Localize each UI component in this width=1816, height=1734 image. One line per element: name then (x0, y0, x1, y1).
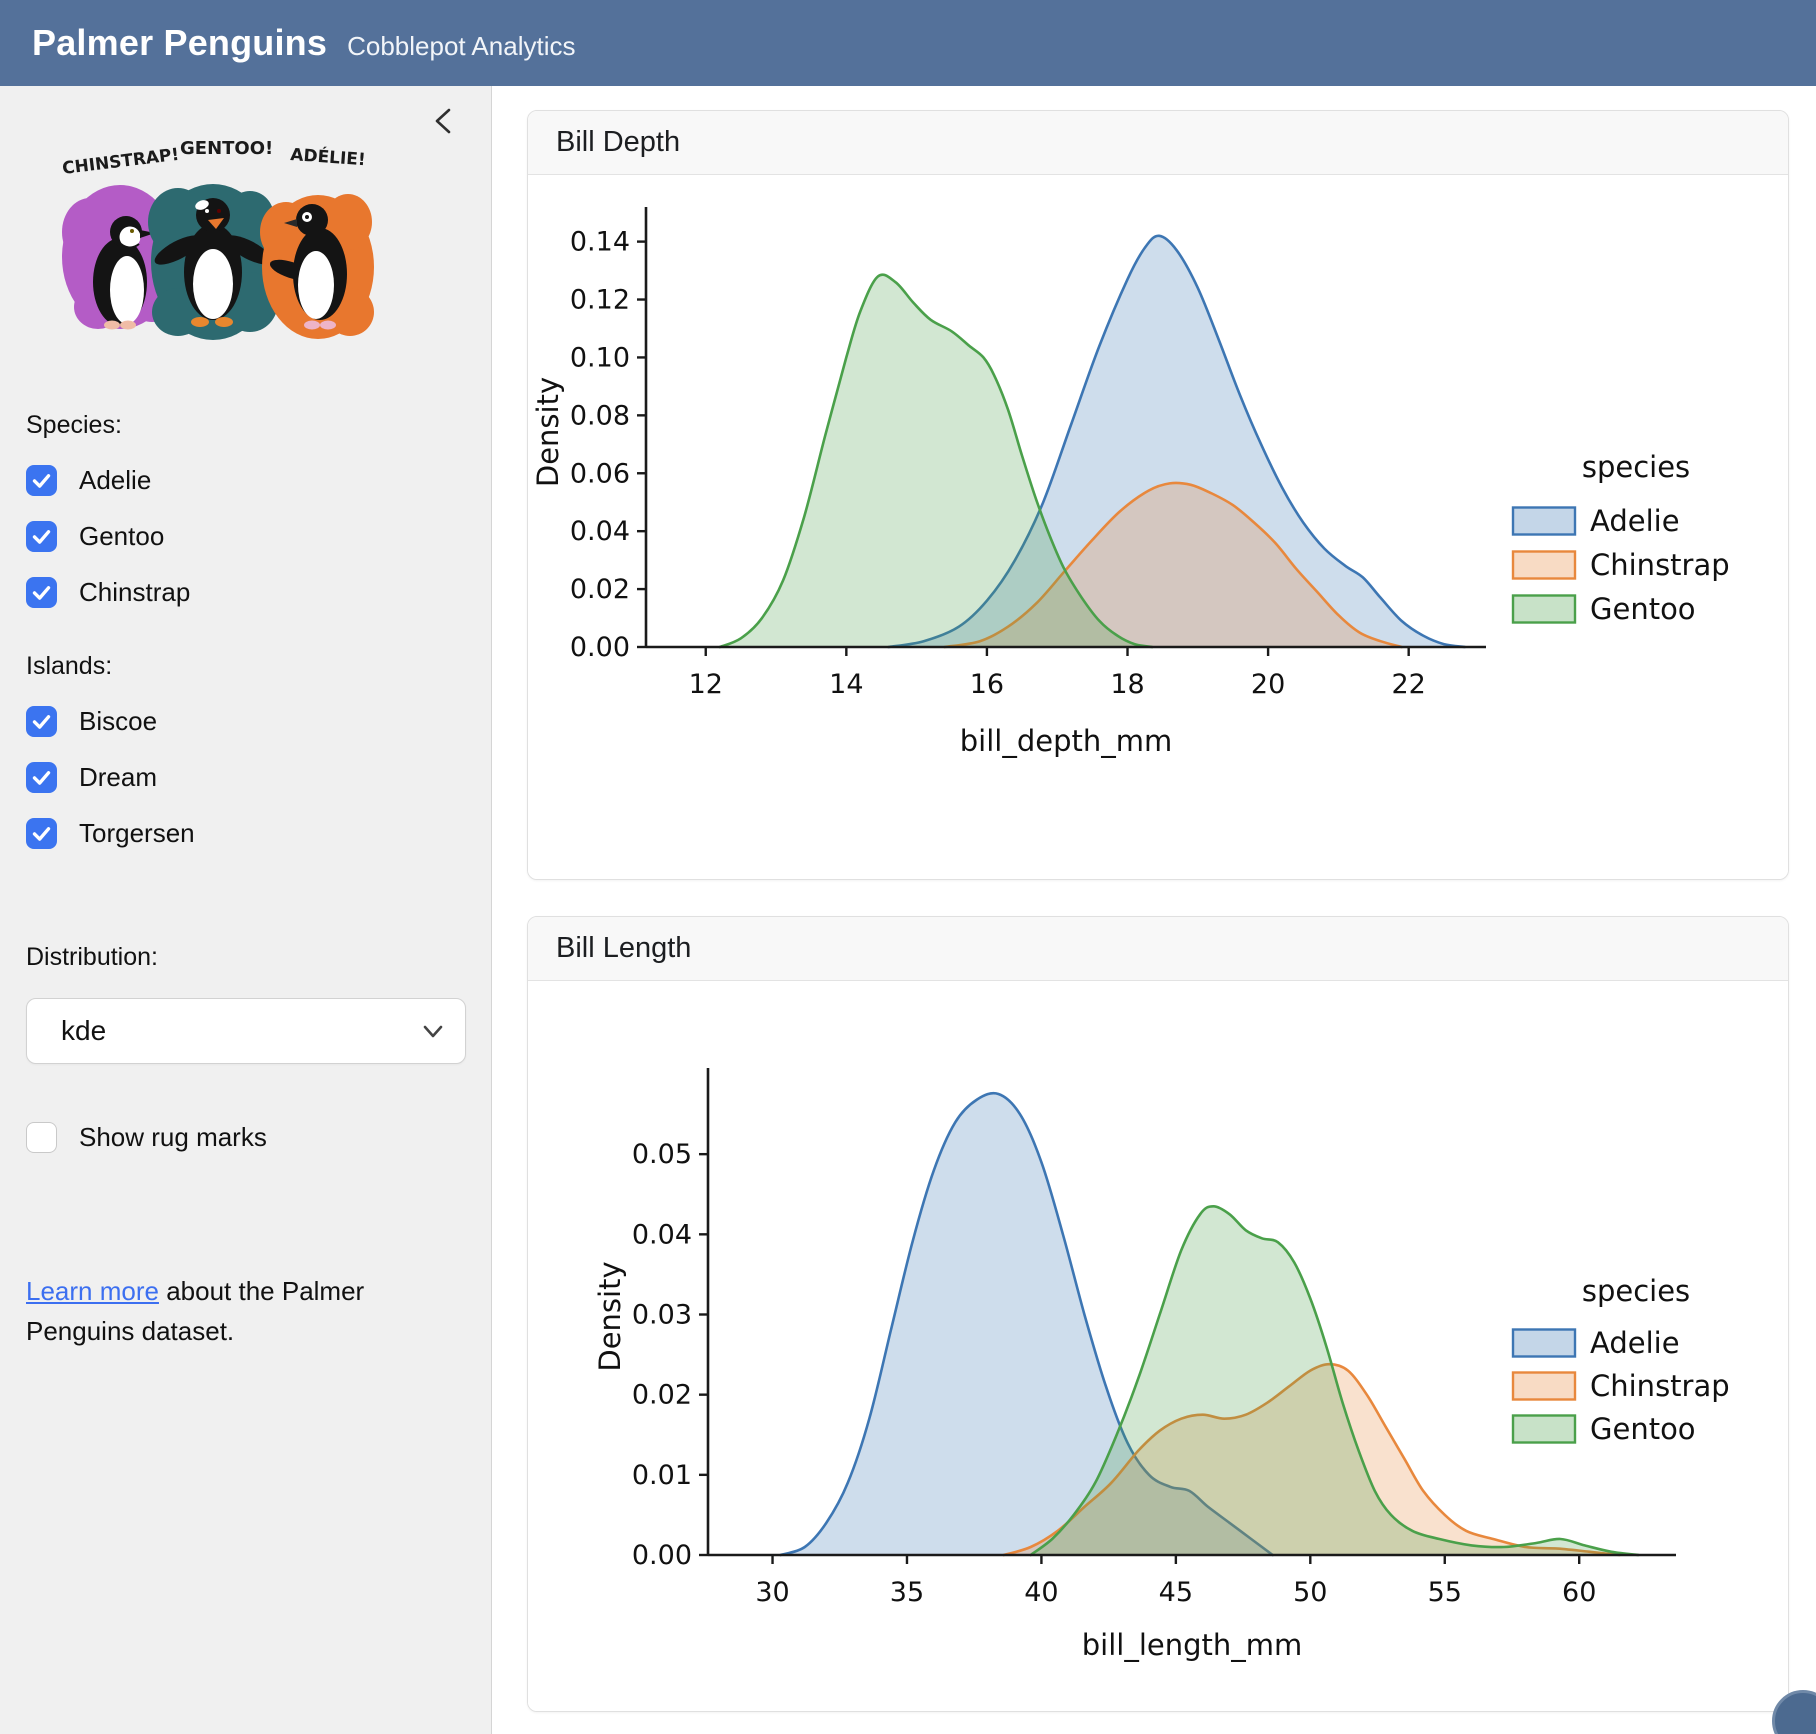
sidebar-collapse-button[interactable] (427, 104, 461, 138)
svg-text:14: 14 (829, 669, 863, 700)
dream-checkbox[interactable] (26, 762, 57, 793)
bill-length-plot: 30 35 40 45 50 55 60 0.00 0.01 0.02 0.03 0.04 0.05 bi… (528, 983, 1788, 1709)
gentoo-checkbox-label: Gentoo (79, 521, 164, 552)
svg-text:16: 16 (970, 669, 1004, 700)
main-content: Bill Depth 12 14 16 18 20 22 0.00 0.02 0.04 0.06 0… (492, 86, 1816, 1734)
chinstrap-checkbox-label: Chinstrap (79, 577, 190, 608)
svg-text:0.00: 0.00 (632, 1540, 692, 1571)
species-option-gentoo[interactable]: Gentoo (26, 521, 465, 552)
species-option-chinstrap[interactable]: Chinstrap (26, 577, 465, 608)
torgersen-checkbox-label: Torgersen (79, 818, 195, 849)
app-title: Palmer Penguins (32, 0, 327, 86)
bill-length-card: Bill Length 30 35 40 45 50 55 60 0.00 0.01 0.02 0.… (527, 916, 1789, 1712)
rug-marks-option[interactable]: Show rug marks (26, 1122, 465, 1153)
check-icon (27, 522, 56, 551)
torgersen-checkbox[interactable] (26, 818, 57, 849)
bill-depth-card: Bill Depth 12 14 16 18 20 22 0.00 0.02 0.04 0.06 0… (527, 110, 1789, 880)
svg-text:0.02: 0.02 (570, 574, 630, 605)
islands-section-label: Islands: (26, 652, 465, 681)
svg-text:35: 35 (890, 1577, 924, 1608)
app-subtitle: Cobblepot Analytics (347, 31, 575, 62)
bill-depth-card-header: Bill Depth (528, 111, 1788, 175)
chevron-left-icon (427, 104, 461, 138)
svg-text:55: 55 (1428, 1577, 1462, 1608)
svg-text:30: 30 (755, 1577, 789, 1608)
biscoe-checkbox-label: Biscoe (79, 706, 157, 737)
svg-text:Adelie: Adelie (1590, 504, 1680, 538)
svg-text:species: species (1582, 1274, 1690, 1308)
learn-more-link[interactable]: Learn more (26, 1276, 159, 1306)
svg-text:20: 20 (1251, 669, 1285, 700)
distribution-label: Distribution: (26, 943, 465, 972)
svg-text:0.02: 0.02 (632, 1380, 692, 1411)
svg-text:12: 12 (689, 669, 723, 700)
svg-text:45: 45 (1159, 1577, 1193, 1608)
rug-marks-checkbox[interactable] (26, 1122, 57, 1153)
svg-text:0.00: 0.00 (570, 632, 630, 663)
svg-text:Gentoo: Gentoo (1590, 1412, 1696, 1446)
bill-depth-plot: 12 14 16 18 20 22 0.00 0.02 0.04 0.06 0.08 0.10 0.12… (528, 177, 1788, 877)
svg-text:0.01: 0.01 (632, 1460, 692, 1491)
bill-length-card-body: 30 35 40 45 50 55 60 0.00 0.01 0.02 0.03 0.04 0.05 bi… (528, 981, 1788, 1711)
gentoo-checkbox[interactable] (26, 521, 57, 552)
chinstrap-checkbox[interactable] (26, 577, 57, 608)
svg-text:18: 18 (1110, 669, 1144, 700)
svg-text:0.08: 0.08 (570, 400, 630, 431)
species-section-label: Species: (26, 411, 465, 440)
check-icon (27, 707, 56, 736)
dream-checkbox-label: Dream (79, 762, 157, 793)
species-option-adelie[interactable]: Adelie (26, 465, 465, 496)
svg-text:40: 40 (1024, 1577, 1058, 1608)
learn-more-paragraph: Learn more about the Palmer Penguins dat… (26, 1271, 386, 1352)
svg-text:species: species (1582, 450, 1690, 484)
check-icon (27, 763, 56, 792)
island-option-torgersen[interactable]: Torgersen (26, 818, 465, 849)
svg-text:Gentoo: Gentoo (1590, 592, 1696, 626)
svg-text:0.04: 0.04 (632, 1219, 692, 1250)
svg-text:0.14: 0.14 (570, 227, 630, 258)
svg-text:0.05: 0.05 (632, 1139, 692, 1170)
rug-marks-label: Show rug marks (79, 1122, 267, 1153)
svg-text:50: 50 (1293, 1577, 1327, 1608)
adelie-penguin-illustration: ADÉLIE! (260, 143, 374, 339)
svg-text:0.06: 0.06 (570, 458, 630, 489)
adelie-label: ADÉLIE! (290, 143, 367, 170)
chinstrap-label: CHINSTRAP! (61, 145, 180, 179)
svg-text:60: 60 (1562, 1577, 1596, 1608)
gentoo-label: GENTOO! (180, 138, 273, 159)
svg-text:Chinstrap: Chinstrap (1590, 1369, 1730, 1403)
adelie-checkbox-label: Adelie (79, 465, 151, 496)
penguins-artwork-image: CHINSTRAP! (28, 122, 398, 362)
svg-text:Adelie: Adelie (1590, 1326, 1680, 1360)
svg-text:0.10: 0.10 (570, 342, 630, 373)
distribution-select[interactable]: kde (26, 998, 466, 1064)
check-icon (27, 819, 56, 848)
gentoo-penguin-illustration: GENTOO! (148, 138, 278, 340)
adelie-checkbox[interactable] (26, 465, 57, 496)
svg-text:Chinstrap: Chinstrap (1590, 548, 1730, 582)
svg-text:22: 22 (1391, 669, 1425, 700)
bill-length-card-header: Bill Length (528, 917, 1788, 981)
chevron-down-icon (421, 1019, 445, 1043)
biscoe-checkbox[interactable] (26, 706, 57, 737)
svg-text:bill_length_mm: bill_length_mm (1082, 1628, 1303, 1662)
svg-text:0.04: 0.04 (570, 516, 630, 547)
island-option-biscoe[interactable]: Biscoe (26, 706, 465, 737)
svg-text:0.03: 0.03 (632, 1299, 692, 1330)
svg-text:Density: Density (531, 377, 565, 487)
bill-depth-card-body: 12 14 16 18 20 22 0.00 0.02 0.04 0.06 0.08 0.10 0.12… (528, 175, 1788, 879)
island-option-dream[interactable]: Dream (26, 762, 465, 793)
app-header: Palmer Penguins Cobblepot Analytics (0, 0, 1816, 86)
svg-text:0.12: 0.12 (570, 285, 630, 316)
check-icon (27, 578, 56, 607)
distribution-selected-value: kde (61, 1015, 106, 1047)
check-icon (27, 466, 56, 495)
svg-text:bill_depth_mm: bill_depth_mm (960, 724, 1173, 758)
sidebar: CHINSTRAP! (0, 86, 492, 1734)
svg-text:Density: Density (593, 1261, 627, 1371)
